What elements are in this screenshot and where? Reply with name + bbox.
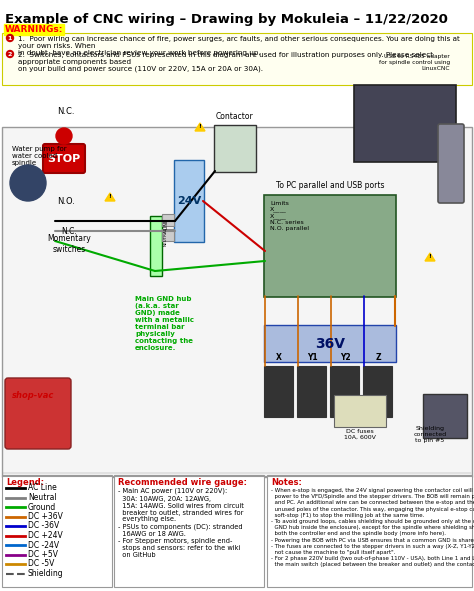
Text: Shielding: Shielding (28, 569, 64, 578)
FancyBboxPatch shape (2, 475, 112, 587)
Text: 2.  Switches, contactors and PSUs represented in this diagram are used for illus: 2. Switches, contactors and PSUs represe… (18, 52, 433, 73)
Polygon shape (195, 123, 205, 131)
Text: Momentary
switches: Momentary switches (47, 234, 91, 254)
Text: 2: 2 (8, 51, 12, 57)
Text: shop-vac: shop-vac (12, 391, 55, 400)
Text: DC +24V: DC +24V (28, 531, 63, 540)
FancyBboxPatch shape (264, 325, 396, 362)
Text: NEUTRAL: NEUTRAL (164, 228, 168, 246)
Circle shape (7, 34, 13, 41)
Text: N.C.: N.C. (61, 226, 77, 235)
FancyBboxPatch shape (43, 144, 85, 173)
Text: Contactor: Contactor (216, 112, 254, 121)
FancyBboxPatch shape (423, 394, 467, 438)
Text: 1.  Poor wiring can increase chance of fire, power surges, arc faults, and other: 1. Poor wiring can increase chance of fi… (18, 36, 460, 56)
Text: N.O.: N.O. (57, 196, 75, 206)
Circle shape (10, 165, 46, 201)
Text: N.C.: N.C. (57, 106, 75, 115)
Text: DC fuses
10A, 600V: DC fuses 10A, 600V (344, 429, 376, 440)
FancyBboxPatch shape (214, 125, 256, 172)
Text: 1: 1 (8, 35, 12, 41)
FancyBboxPatch shape (264, 195, 396, 297)
Text: !: ! (109, 193, 111, 199)
Text: Z: Z (375, 353, 381, 362)
Bar (162, 214, 174, 226)
Text: DC -5V: DC -5V (28, 560, 55, 569)
Text: To PC parallel and USB ports: To PC parallel and USB ports (276, 181, 384, 190)
Text: Notes:: Notes: (271, 478, 302, 487)
Bar (162, 229, 174, 241)
Text: DC -36V: DC -36V (28, 521, 59, 531)
FancyBboxPatch shape (330, 365, 359, 417)
FancyBboxPatch shape (438, 124, 464, 203)
Text: USB to RS485 adapter
for spindle control using
LinuxCNC: USB to RS485 adapter for spindle control… (379, 54, 450, 71)
Text: !: ! (428, 254, 431, 258)
Text: Example of CNC wiring – Drawing by Mokuleia – 11/22/2020: Example of CNC wiring – Drawing by Mokul… (5, 13, 448, 26)
Text: LINE: LINE (164, 217, 168, 229)
Polygon shape (425, 253, 435, 261)
Text: Legend:: Legend: (6, 478, 44, 487)
Text: AC Line: AC Line (28, 483, 57, 492)
FancyBboxPatch shape (174, 160, 204, 242)
FancyBboxPatch shape (264, 365, 293, 417)
FancyBboxPatch shape (267, 475, 472, 587)
FancyBboxPatch shape (334, 395, 386, 427)
Text: Neutral: Neutral (28, 493, 56, 502)
Bar (150, 216, 162, 276)
FancyBboxPatch shape (354, 85, 456, 162)
Text: - When e-stop is engaged, the 24V signal powering the contactor coil will be int: - When e-stop is engaged, the 24V signal… (271, 488, 474, 567)
FancyBboxPatch shape (2, 33, 472, 85)
Text: Y1: Y1 (307, 353, 317, 362)
Text: Y2: Y2 (340, 353, 350, 362)
Text: Limits
X____
X____
N.C. series
N.O. parallel: Limits X____ X____ N.C. series N.O. para… (270, 201, 309, 230)
Text: 24V: 24V (177, 196, 201, 206)
Text: Main GND hub
(a.k.a. star
GND) made
with a metallic
terminal bar
physically
cont: Main GND hub (a.k.a. star GND) made with… (135, 296, 194, 351)
Text: - Main AC power (110V or 220V):
  30A: 10AWG, 20A: 12AWG,
  15A: 14AWG. Solid wi: - Main AC power (110V or 220V): 30A: 10A… (118, 488, 244, 558)
Text: Shielding
connected
to pin #5: Shielding connected to pin #5 (413, 426, 447, 443)
Text: Water pump for
water cooled
spindle: Water pump for water cooled spindle (12, 146, 67, 166)
Text: DC -24V: DC -24V (28, 541, 59, 550)
Text: !: ! (199, 124, 201, 128)
Text: DC +5V: DC +5V (28, 550, 58, 559)
Text: X: X (276, 353, 282, 362)
Text: 36V: 36V (315, 336, 345, 350)
FancyBboxPatch shape (364, 365, 392, 417)
Text: WARNINGs:: WARNINGs: (5, 25, 64, 34)
Text: STOP: STOP (47, 154, 81, 164)
Text: DC +36V: DC +36V (28, 512, 63, 521)
Circle shape (7, 50, 13, 57)
Text: Recommended wire gauge:: Recommended wire gauge: (118, 478, 247, 487)
Text: Ground: Ground (28, 502, 56, 511)
FancyBboxPatch shape (5, 378, 71, 449)
Polygon shape (105, 193, 115, 201)
Circle shape (56, 128, 72, 144)
FancyBboxPatch shape (114, 475, 264, 587)
FancyBboxPatch shape (2, 127, 472, 477)
FancyBboxPatch shape (298, 365, 327, 417)
